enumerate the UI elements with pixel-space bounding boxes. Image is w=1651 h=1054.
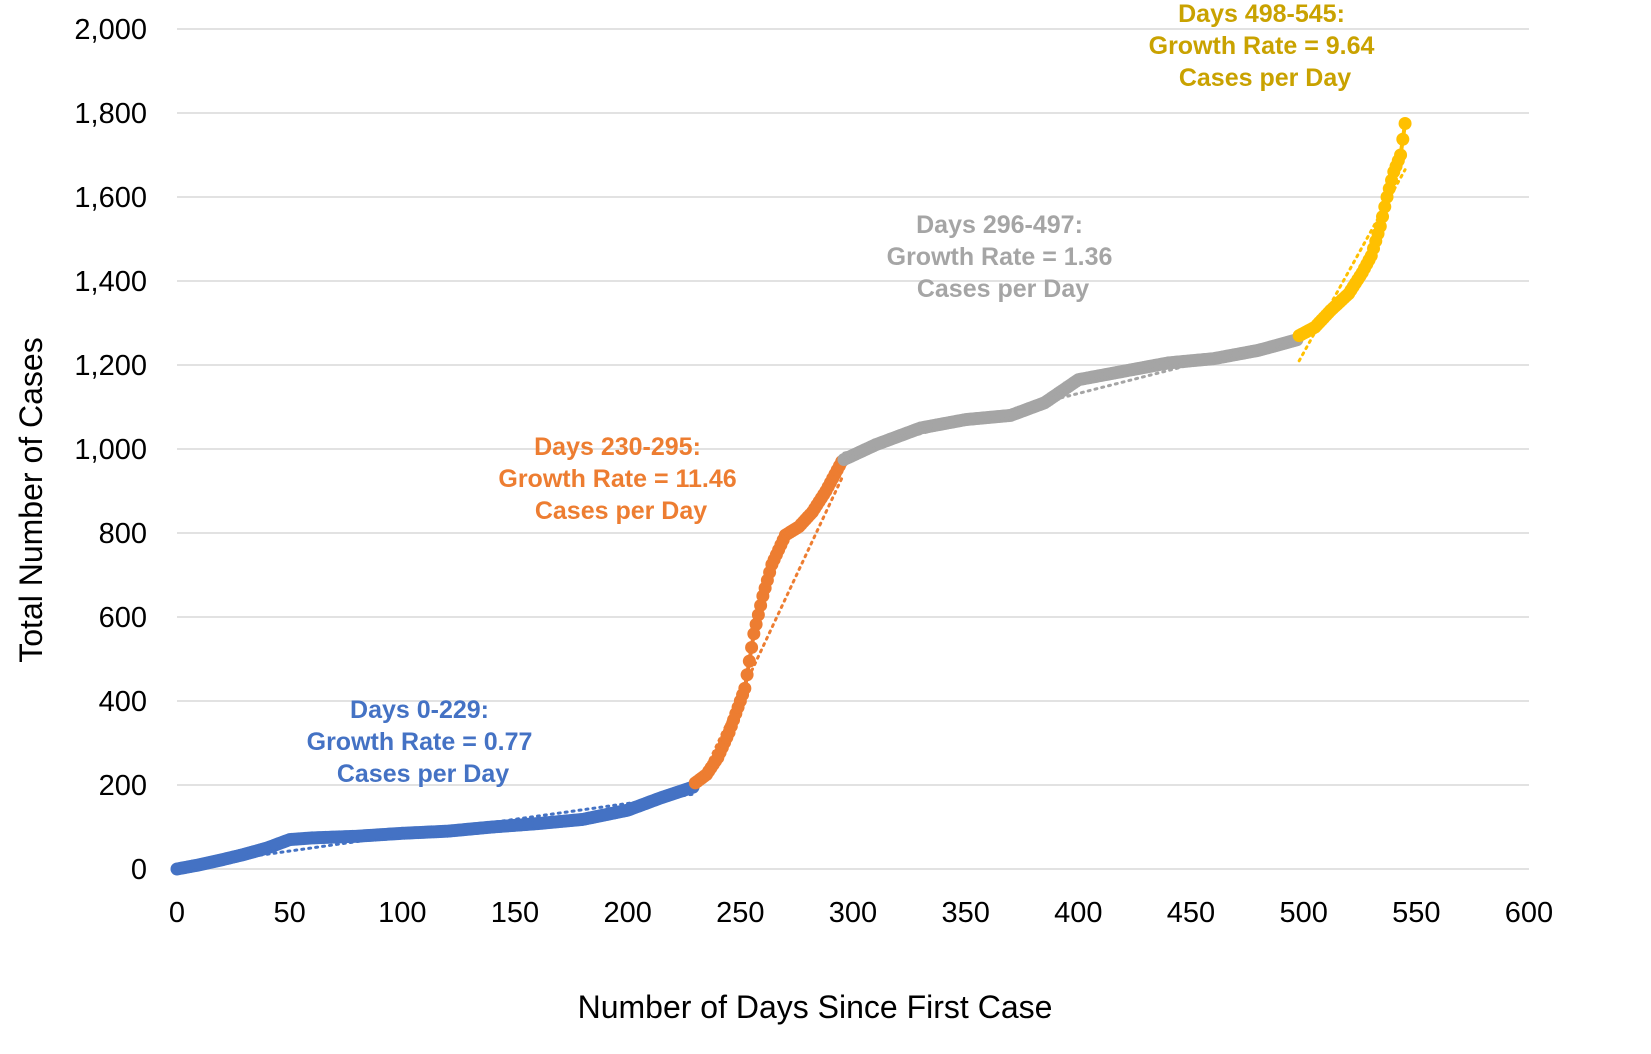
- annotation-1-line-2: Growth Rate = 0.77: [307, 728, 533, 756]
- annotation-1-line-1: Days 0-229:: [350, 696, 489, 724]
- y-tick-label: 1,200: [74, 350, 147, 382]
- x-tick-label: 600: [1505, 897, 1553, 929]
- data-point: [738, 681, 752, 695]
- data-point: [745, 640, 759, 654]
- y-tick-label: 2,000: [74, 14, 147, 46]
- annotations: Days 0-229: Growth Rate = 0.77 Cases per…: [307, 0, 1382, 788]
- y-tick-label: 400: [99, 686, 147, 718]
- gridlines: [177, 28, 1529, 870]
- x-axis-ticks: 0 50 100 150 200 250 300 350 400 450 500 550 600: [169, 897, 1553, 929]
- y-tick-label: 1,800: [74, 98, 147, 130]
- x-axis-title: Number of Days Since First Case: [578, 989, 1053, 1025]
- y-axis-ticks: 0 200 400 600 800 1,000 1,200 1,400 1,600 1,800 2,…: [74, 14, 147, 886]
- data-point: [1373, 219, 1387, 233]
- y-tick-label: 200: [99, 770, 147, 802]
- annotation-2-line-1: Days 230-295:: [534, 433, 701, 461]
- annotation-4-line-3: Cases per Day: [1179, 64, 1351, 92]
- data-point: [742, 654, 756, 668]
- y-tick-label: 800: [99, 518, 147, 550]
- y-tick-label: 600: [99, 602, 147, 634]
- annotation-2-line-2: Growth Rate = 11.46: [498, 465, 736, 493]
- x-tick-label: 0: [169, 897, 185, 929]
- x-tick-label: 100: [378, 897, 426, 929]
- data-series: [170, 117, 1412, 876]
- series-4: [1292, 117, 1412, 343]
- x-tick-label: 450: [1167, 897, 1215, 929]
- annotation-segment-2: Days 230-295: Growth Rate = 11.46 Cases …: [498, 433, 743, 525]
- y-tick-label: 0: [131, 854, 147, 886]
- x-tick-label: 200: [603, 897, 651, 929]
- data-point: [1376, 210, 1390, 224]
- x-tick-label: 300: [829, 897, 877, 929]
- annotation-2-line-3: Cases per Day: [535, 497, 707, 525]
- annotation-1-line-3: Cases per Day: [337, 760, 509, 788]
- annotation-3-line-1: Days 296-497:: [916, 211, 1083, 239]
- annotation-4-line-1: Days 498-545:: [1178, 0, 1345, 28]
- data-point: [1398, 117, 1412, 130]
- x-tick-label: 50: [274, 897, 306, 929]
- annotation-4-line-2: Growth Rate = 9.64: [1149, 32, 1375, 60]
- y-axis-title: Total Number of Cases: [13, 337, 49, 662]
- x-tick-label: 250: [716, 897, 764, 929]
- x-tick-label: 150: [491, 897, 539, 929]
- annotation-3-line-3: Cases per Day: [917, 275, 1089, 303]
- y-tick-label: 1,600: [74, 182, 147, 214]
- annotation-segment-4: Days 498-545: Growth Rate = 9.64 Cases p…: [1149, 0, 1382, 92]
- annotation-segment-1: Days 0-229: Growth Rate = 0.77 Cases per…: [307, 696, 540, 788]
- x-tick-label: 350: [941, 897, 989, 929]
- data-point: [1396, 132, 1410, 146]
- series-3: [837, 333, 1304, 466]
- data-point: [1378, 200, 1392, 214]
- data-point: [740, 668, 754, 682]
- series-2: [688, 455, 849, 790]
- data-point: [1394, 148, 1408, 162]
- annotation-segment-3: Days 296-497: Growth Rate = 1.36 Cases p…: [887, 211, 1120, 303]
- x-tick-label: 550: [1392, 897, 1440, 929]
- y-tick-label: 1,000: [74, 434, 147, 466]
- annotation-3-line-2: Growth Rate = 1.36: [887, 243, 1113, 271]
- x-tick-label: 500: [1279, 897, 1327, 929]
- series-1: [170, 780, 700, 876]
- y-tick-label: 1,400: [74, 266, 147, 298]
- x-tick-label: 400: [1054, 897, 1102, 929]
